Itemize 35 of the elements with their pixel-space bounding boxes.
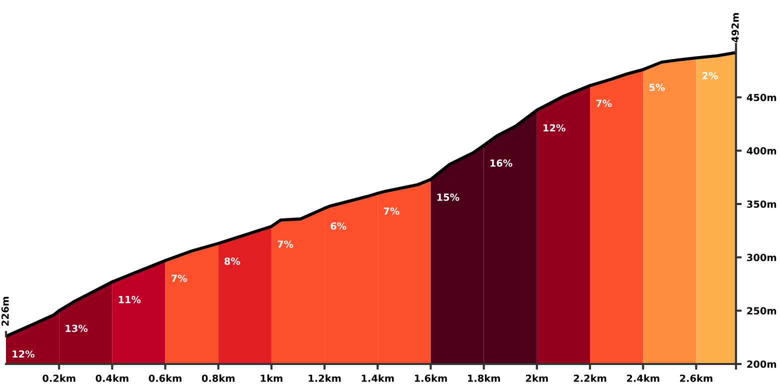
annotation: 15%	[437, 194, 460, 201]
annotation: 12%	[12, 350, 35, 358]
x-tick-label: 1km	[260, 374, 282, 382]
x-tick-label: 1.2km	[308, 374, 341, 382]
annotation: 12%	[544, 124, 566, 132]
x-tick-label: 1.4km	[362, 374, 394, 382]
annotation: 5%	[649, 84, 665, 92]
y-tick-label: 250m	[747, 307, 776, 314]
x-tick-label: 0.6km	[148, 374, 182, 382]
y-tick-label: 450m	[746, 94, 776, 102]
annotation: 7%	[596, 100, 612, 108]
x-tick-label: 0.8km	[202, 374, 235, 382]
x-tick-label: 0.2km	[42, 374, 76, 382]
x-tick-label: 1.8km	[468, 374, 500, 382]
x-tick-label: 2.2km	[574, 374, 606, 382]
x-tick-label: 0.4km	[96, 374, 128, 382]
y-tick-label: 400m	[746, 147, 776, 154]
annotation: 8%	[224, 258, 240, 265]
annotation: 16%	[490, 159, 512, 167]
annotation: 2%	[702, 72, 718, 80]
annotation: 11%	[118, 296, 141, 304]
y-tick-label: 300m	[747, 254, 776, 262]
x-tick-label: 1.6km	[414, 374, 447, 382]
annotation: 492m	[731, 13, 739, 42]
x-tick-label: 2.4km	[626, 374, 660, 382]
annotation: 6%	[330, 222, 346, 230]
x-tick-label: 2.6km	[680, 374, 712, 382]
annotation: 226m	[1, 296, 9, 326]
y-tick-label: 350m	[747, 200, 776, 208]
annotation: 13%	[66, 324, 88, 332]
y-tick-label: 200m	[747, 360, 776, 368]
annotation: 7%	[278, 240, 294, 248]
x-tick-label: 2km	[526, 374, 548, 382]
annotation: 7%	[384, 207, 400, 215]
annotation: 7%	[171, 274, 188, 282]
